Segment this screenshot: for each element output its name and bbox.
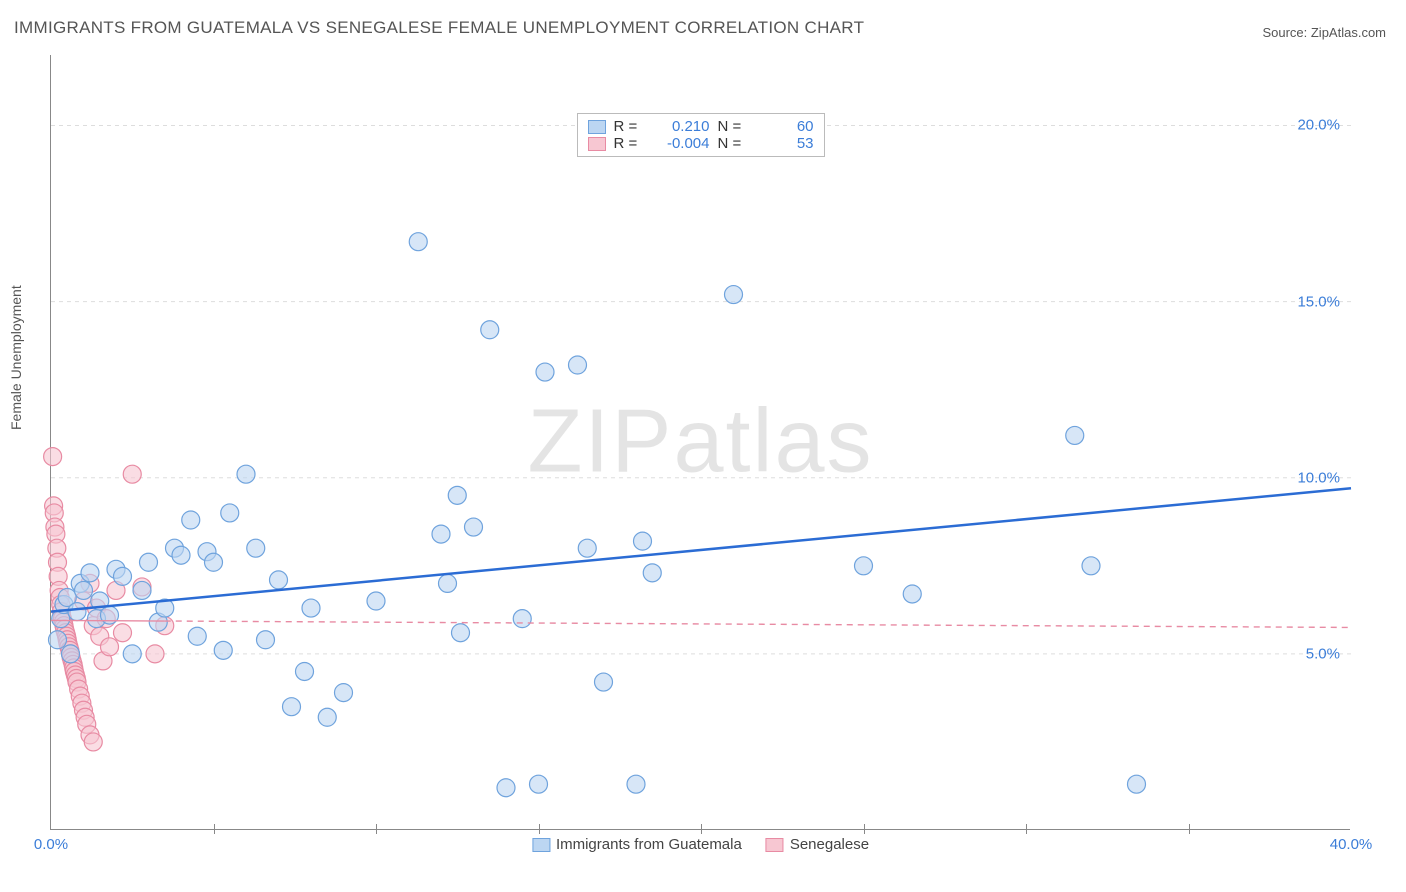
- data-point-guatemala: [855, 557, 873, 575]
- source-label: Source: ZipAtlas.com: [1262, 25, 1386, 40]
- r-value-guatemala: 0.210: [654, 118, 710, 135]
- data-point-guatemala: [214, 641, 232, 659]
- data-point-guatemala: [1082, 557, 1100, 575]
- data-point-guatemala: [123, 645, 141, 663]
- data-point-guatemala: [1066, 426, 1084, 444]
- data-point-senegalese: [114, 624, 132, 642]
- data-point-guatemala: [296, 662, 314, 680]
- y-tick-label: 5.0%: [1306, 645, 1340, 662]
- data-point-guatemala: [595, 673, 613, 691]
- data-point-guatemala: [643, 564, 661, 582]
- swatch-senegalese-2: [766, 838, 784, 852]
- trend-line: [51, 620, 165, 621]
- trend-line: [51, 488, 1351, 611]
- data-point-guatemala: [133, 581, 151, 599]
- data-point-senegalese: [101, 638, 119, 656]
- data-point-guatemala: [409, 233, 427, 251]
- data-point-guatemala: [182, 511, 200, 529]
- swatch-guatemala: [588, 120, 606, 134]
- legend-label-senegalese: Senegalese: [790, 836, 869, 853]
- y-axis-label: Female Unemployment: [8, 285, 24, 430]
- data-point-guatemala: [1128, 775, 1146, 793]
- n-value-senegalese: 53: [758, 135, 814, 152]
- n-value-guatemala: 60: [758, 118, 814, 135]
- data-point-guatemala: [439, 574, 457, 592]
- data-point-guatemala: [257, 631, 275, 649]
- data-point-guatemala: [497, 779, 515, 797]
- legend-row-senegalese: R = -0.004 N = 53: [588, 135, 814, 152]
- legend-correlation: R = 0.210 N = 60 R = -0.004 N = 53: [577, 113, 825, 157]
- data-point-guatemala: [578, 539, 596, 557]
- data-point-guatemala: [172, 546, 190, 564]
- data-point-guatemala: [335, 684, 353, 702]
- data-point-guatemala: [530, 775, 548, 793]
- data-point-guatemala: [302, 599, 320, 617]
- data-point-guatemala: [283, 698, 301, 716]
- data-point-guatemala: [465, 518, 483, 536]
- data-point-guatemala: [903, 585, 921, 603]
- data-point-guatemala: [49, 631, 67, 649]
- data-point-guatemala: [627, 775, 645, 793]
- data-point-guatemala: [448, 486, 466, 504]
- data-point-guatemala: [221, 504, 239, 522]
- data-point-guatemala: [75, 581, 93, 599]
- legend-label-guatemala: Immigrants from Guatemala: [556, 836, 742, 853]
- data-point-guatemala: [452, 624, 470, 642]
- scatter-svg: [51, 55, 1350, 829]
- data-point-guatemala: [81, 564, 99, 582]
- y-tick-label: 15.0%: [1297, 293, 1340, 310]
- plot-area: ZIPatlas R = 0.210 N = 60 R = -0.004 N =…: [50, 55, 1350, 830]
- data-point-guatemala: [114, 567, 132, 585]
- data-point-guatemala: [536, 363, 554, 381]
- y-tick-label: 20.0%: [1297, 117, 1340, 134]
- data-point-guatemala: [247, 539, 265, 557]
- data-point-guatemala: [367, 592, 385, 610]
- legend-row-guatemala: R = 0.210 N = 60: [588, 118, 814, 135]
- x-tick-label: 0.0%: [34, 836, 68, 853]
- data-point-guatemala: [481, 321, 499, 339]
- data-point-guatemala: [569, 356, 587, 374]
- trend-line: [165, 621, 1351, 627]
- data-point-guatemala: [188, 627, 206, 645]
- data-point-guatemala: [318, 708, 336, 726]
- data-point-guatemala: [270, 571, 288, 589]
- swatch-guatemala-2: [532, 838, 550, 852]
- chart-title: IMMIGRANTS FROM GUATEMALA VS SENEGALESE …: [14, 18, 864, 38]
- data-point-guatemala: [725, 286, 743, 304]
- r-value-senegalese: -0.004: [654, 135, 710, 152]
- x-tick-label: 40.0%: [1330, 836, 1373, 853]
- data-point-senegalese: [44, 448, 62, 466]
- data-point-guatemala: [68, 603, 86, 621]
- data-point-guatemala: [432, 525, 450, 543]
- data-point-guatemala: [62, 645, 80, 663]
- data-point-guatemala: [237, 465, 255, 483]
- legend-series: Immigrants from Guatemala Senegalese: [532, 836, 869, 853]
- data-point-guatemala: [513, 610, 531, 628]
- y-tick-label: 10.0%: [1297, 469, 1340, 486]
- data-point-senegalese: [84, 733, 102, 751]
- data-point-guatemala: [140, 553, 158, 571]
- data-point-senegalese: [123, 465, 141, 483]
- swatch-senegalese: [588, 137, 606, 151]
- data-point-guatemala: [634, 532, 652, 550]
- data-point-guatemala: [205, 553, 223, 571]
- data-point-senegalese: [146, 645, 164, 663]
